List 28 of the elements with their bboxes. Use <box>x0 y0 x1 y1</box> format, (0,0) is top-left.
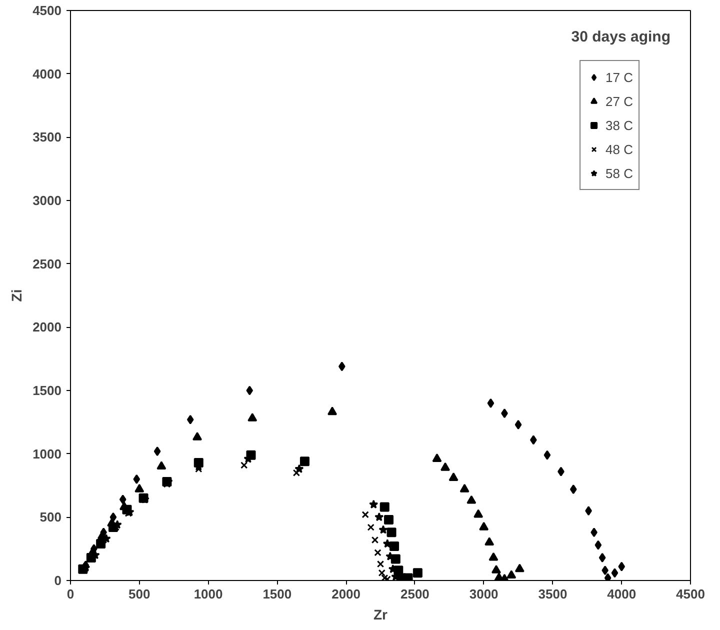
x-tick-label: 2000 <box>332 586 361 602</box>
x-tick-label: 3000 <box>469 586 498 602</box>
y-tick-label: 500 <box>40 510 62 525</box>
legend-label: 58 C <box>606 166 633 180</box>
x-tick-label: 3500 <box>538 586 568 602</box>
x-tick-label: 2500 <box>400 586 430 602</box>
annotation: 30 days aging <box>571 28 671 46</box>
y-tick-label: 3000 <box>32 193 62 208</box>
x-tick-label: 1000 <box>194 586 223 602</box>
y-tick-label: 2500 <box>32 256 62 272</box>
y-tick-label: 0 <box>54 573 62 588</box>
y-tick-label: 3500 <box>32 130 62 145</box>
y-tick-label: 4500 <box>32 3 62 18</box>
y-tick-label: 1500 <box>32 383 62 398</box>
legend-label: 27 C <box>606 94 633 108</box>
x-axis-title: Zr <box>374 606 388 622</box>
x-tick-label: 0 <box>66 586 74 602</box>
legend-label: 38 C <box>606 118 633 132</box>
x-tick-label: 4000 <box>607 586 636 602</box>
x-tick-label: 1500 <box>262 586 292 602</box>
x-tick-label: 500 <box>128 586 150 602</box>
y-tick-label: 1000 <box>32 446 62 462</box>
legend-label: 17 C <box>606 70 633 84</box>
y-axis-title: Zi <box>8 289 25 302</box>
x-tick-label: 4500 <box>676 586 705 602</box>
y-tick-label: 4000 <box>32 66 62 82</box>
legend-label: 48 C <box>606 142 633 156</box>
y-tick-label: 2000 <box>32 320 62 335</box>
